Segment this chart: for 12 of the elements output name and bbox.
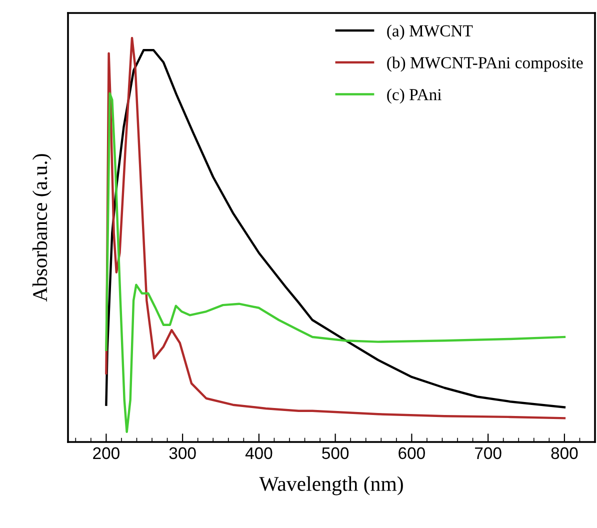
legend-label: (a) MWCNT (387, 24, 473, 40)
legend-label: (c) PAni (387, 88, 442, 104)
x-tick-label: 700 (475, 447, 502, 460)
x-tick-label: 200 (93, 447, 120, 460)
x-tick-label: 600 (398, 447, 425, 460)
y-axis-title: Absorbance (a.u.) (32, 154, 52, 302)
x-tick-label: 300 (169, 447, 196, 460)
x-tick-label: 500 (322, 447, 349, 460)
x-tick-label: 800 (551, 447, 578, 460)
legend-label: (b) MWCNT-PAni composite (387, 56, 583, 72)
x-tick-label: 400 (245, 447, 272, 460)
x-axis-title: Wavelength (nm) (259, 476, 403, 496)
